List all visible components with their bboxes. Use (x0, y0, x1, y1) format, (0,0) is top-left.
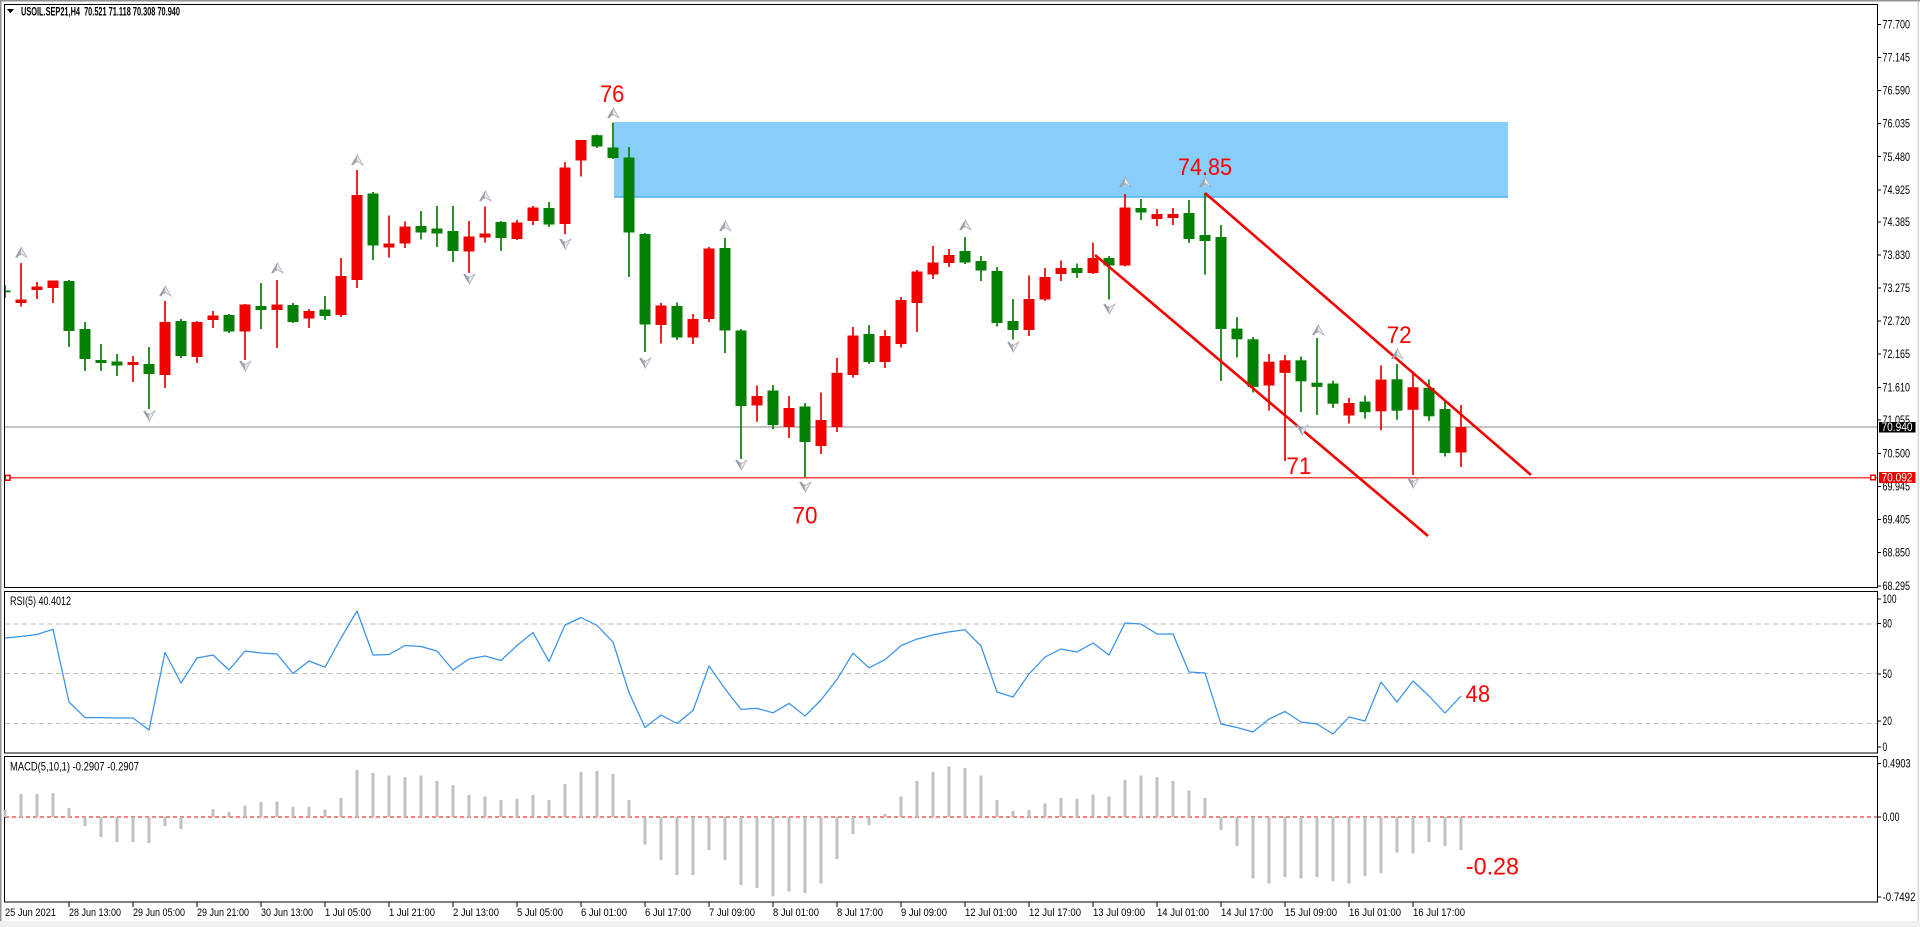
svg-text:13 Jul 09:00: 13 Jul 09:00 (1093, 907, 1145, 919)
svg-text:MACD(5,10,1) -0.2907 -0.2907: MACD(5,10,1) -0.2907 -0.2907 (10, 760, 139, 774)
svg-text:RSI(5) 40.4012: RSI(5) 40.4012 (10, 594, 71, 608)
svg-text:0.4903: 0.4903 (1883, 757, 1911, 771)
svg-text:72.720: 72.720 (1883, 314, 1911, 328)
svg-text:71.610: 71.610 (1883, 381, 1911, 395)
svg-text:1 Jul 05:00: 1 Jul 05:00 (325, 907, 371, 919)
svg-text:5 Jul 05:00: 5 Jul 05:00 (517, 907, 563, 919)
svg-text:14 Jul 17:00: 14 Jul 17:00 (1221, 907, 1273, 919)
svg-text:28 Jun 13:00: 28 Jun 13:00 (69, 907, 121, 919)
svg-text:6 Jul 17:00: 6 Jul 17:00 (645, 907, 691, 919)
svg-text:100: 100 (1883, 592, 1897, 606)
svg-text:70.940: 70.940 (1882, 420, 1913, 434)
svg-text:20: 20 (1883, 714, 1893, 728)
svg-text:70: 70 (793, 503, 818, 530)
svg-text:1 Jul 21:00: 1 Jul 21:00 (389, 907, 435, 919)
svg-text:12 Jul 01:00: 12 Jul 01:00 (965, 907, 1017, 919)
svg-text:76.590: 76.590 (1883, 84, 1911, 98)
svg-text:74.85: 74.85 (1178, 154, 1232, 181)
svg-text:0: 0 (1883, 740, 1888, 754)
svg-text:15 Jul 09:00: 15 Jul 09:00 (1285, 907, 1337, 919)
svg-text:9 Jul 09:00: 9 Jul 09:00 (901, 907, 947, 919)
svg-text:8 Jul 01:00: 8 Jul 01:00 (773, 907, 819, 919)
svg-text:25 Jun 2021: 25 Jun 2021 (5, 907, 56, 919)
svg-text:29 Jun 05:00: 29 Jun 05:00 (133, 907, 185, 919)
svg-text:29 Jun 21:00: 29 Jun 21:00 (197, 907, 249, 919)
svg-text:16 Jul 01:00: 16 Jul 01:00 (1349, 907, 1401, 919)
svg-text:72.165: 72.165 (1883, 347, 1911, 361)
svg-text:30 Jun 13:00: 30 Jun 13:00 (261, 907, 313, 919)
svg-text:8 Jul 17:00: 8 Jul 17:00 (837, 907, 883, 919)
svg-text:69.405: 69.405 (1883, 513, 1911, 527)
svg-text:68.295: 68.295 (1883, 579, 1911, 593)
svg-text:16 Jul 17:00: 16 Jul 17:00 (1413, 907, 1465, 919)
svg-text:2 Jul 13:00: 2 Jul 13:00 (453, 907, 499, 919)
svg-text:72: 72 (1387, 322, 1412, 349)
svg-text:USOIL.SEP21,H4 70.521 71.118: USOIL.SEP21,H4 70.521 71.118 70.308 70.9… (21, 7, 180, 19)
svg-text:68.850: 68.850 (1883, 546, 1911, 560)
svg-text:71: 71 (1286, 453, 1311, 480)
svg-text:73.830: 73.830 (1883, 248, 1911, 262)
svg-text:74.925: 74.925 (1883, 183, 1911, 197)
svg-text:-0.28: -0.28 (1466, 854, 1519, 881)
svg-text:77.700: 77.700 (1883, 18, 1911, 32)
svg-text:48: 48 (1466, 681, 1491, 708)
svg-text:80: 80 (1883, 617, 1893, 631)
svg-text:69.945: 69.945 (1883, 480, 1911, 494)
svg-text:14 Jul 01:00: 14 Jul 01:00 (1157, 907, 1209, 919)
svg-text:77.145: 77.145 (1883, 51, 1911, 65)
svg-text:-0.7492: -0.7492 (1883, 890, 1916, 904)
svg-text:76.035: 76.035 (1883, 117, 1911, 131)
svg-text:70.500: 70.500 (1883, 447, 1911, 461)
svg-text:50: 50 (1883, 667, 1893, 681)
svg-text:76: 76 (600, 81, 624, 108)
svg-text:7 Jul 09:00: 7 Jul 09:00 (709, 907, 755, 919)
svg-text:74.385: 74.385 (1883, 215, 1911, 229)
svg-text:12 Jul 17:00: 12 Jul 17:00 (1029, 907, 1081, 919)
svg-text:75.480: 75.480 (1883, 150, 1911, 164)
svg-text:73.275: 73.275 (1883, 281, 1911, 295)
svg-text:0.00: 0.00 (1883, 810, 1900, 824)
svg-text:70.092: 70.092 (1882, 470, 1913, 484)
svg-text:6 Jul 01:00: 6 Jul 01:00 (581, 907, 627, 919)
